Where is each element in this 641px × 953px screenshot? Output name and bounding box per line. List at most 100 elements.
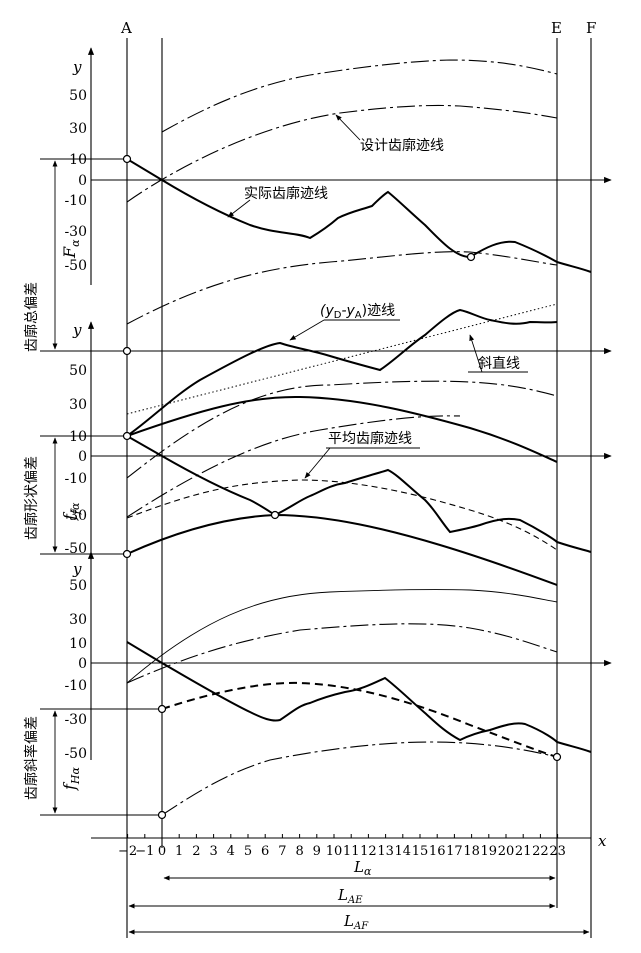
x-tick-label: 6 bbox=[261, 844, 269, 859]
panel3-point-e bbox=[552, 752, 562, 762]
panel2-diff-trace bbox=[126, 308, 558, 437]
panel1-actual-label: 实际齿廓迹线 bbox=[244, 185, 328, 202]
panel2-mean-trace bbox=[126, 479, 558, 551]
panel3-design-lower bbox=[161, 741, 558, 816]
panel1-tick: 10 bbox=[69, 152, 87, 168]
reference-lines: A E F bbox=[120, 19, 596, 938]
x-axis-label: x bbox=[598, 832, 607, 850]
x-tick-label: 1 bbox=[175, 844, 183, 859]
panel2-ticks: 50 30 10 0 -10 -30 -50 bbox=[64, 363, 87, 557]
panel2-tick: 0 bbox=[78, 449, 87, 465]
panel1-tick: -10 bbox=[64, 193, 87, 209]
panel1-tick: 50 bbox=[69, 88, 87, 104]
x-tick-label: 8 bbox=[295, 844, 303, 859]
x-tick-label: 19 bbox=[481, 844, 498, 859]
x-tick-label: 3 bbox=[209, 844, 217, 859]
panel3-side-label: 齿廓斜率偏差 bbox=[23, 716, 40, 800]
panel3-tick: 0 bbox=[78, 656, 87, 672]
panel2-point-a bbox=[122, 346, 132, 356]
panel3-point-zero-top bbox=[157, 704, 167, 714]
x-axis: x −2−1 0 1 2 3 4 5 6 7 8 9 10 11 12 13 14 15 16 17 18 19 20 21… bbox=[91, 832, 607, 859]
panel1-symbol: Fα bbox=[60, 239, 82, 259]
x-tick-label: 13 bbox=[377, 844, 394, 859]
panel-slope-deviation: y 50 30 10 0 -10 -30 -50 齿廓斜率偏差 fHα bbox=[23, 551, 612, 820]
panel3-symbol: fHα bbox=[60, 766, 82, 791]
panel1-y-label: y bbox=[72, 58, 82, 76]
panel1-side-label: 齿廓总偏差 bbox=[23, 282, 40, 352]
x-tick-label: 12 bbox=[360, 844, 377, 859]
panel2-bulge-curve bbox=[126, 395, 558, 463]
x-tick-label: −2 bbox=[118, 844, 137, 859]
panel3-tick: 50 bbox=[69, 578, 87, 594]
x-tick-label: 22 bbox=[532, 844, 549, 859]
panel1-tick: 0 bbox=[78, 173, 87, 189]
panel2-slant-label: 斜直线 bbox=[478, 355, 520, 372]
panel2-actual-trace bbox=[126, 435, 592, 553]
x-tick-label: 21 bbox=[515, 844, 532, 859]
x-tick-label: 20 bbox=[498, 844, 515, 859]
panel3-tick: 10 bbox=[69, 636, 87, 652]
panel1-design-lower bbox=[126, 104, 558, 203]
panel3-slope-trace bbox=[161, 681, 558, 758]
panel3-design-mid bbox=[126, 623, 558, 684]
panel2-diff-leader bbox=[289, 319, 325, 341]
panel2-slant-leader bbox=[469, 334, 483, 373]
panel3-tick: -50 bbox=[64, 746, 87, 762]
x-tick-label: 7 bbox=[278, 844, 286, 859]
panel3-point-zero-bottom bbox=[157, 810, 167, 820]
x-tick-label: 5 bbox=[244, 844, 252, 859]
panel3-design-upper bbox=[126, 589, 558, 684]
x-tick-label: 10 bbox=[326, 844, 343, 859]
x-tick-label: 14 bbox=[395, 844, 412, 859]
panel2-mean-leader bbox=[304, 447, 331, 479]
panel2-symbol: ffα bbox=[60, 502, 82, 521]
x-tick-label: 4 bbox=[227, 844, 235, 859]
panel2-point-low bbox=[122, 549, 132, 559]
panel3-y-label: y bbox=[72, 560, 82, 578]
panel2-point-mid bbox=[122, 431, 132, 441]
label-e: E bbox=[551, 19, 562, 37]
x-tick-label: 9 bbox=[313, 844, 321, 859]
dim-l-alpha-label: Lα bbox=[353, 858, 372, 878]
panel1-point-a bbox=[122, 154, 132, 164]
panel2-bottom-bulge bbox=[126, 513, 558, 586]
panel2-side-label: 齿廓形状偏差 bbox=[23, 456, 40, 540]
panel3-tick: 30 bbox=[69, 612, 87, 628]
label-a: A bbox=[120, 19, 132, 37]
panel1-tick: 30 bbox=[69, 121, 87, 137]
x-tick-label: 23 bbox=[549, 844, 566, 859]
panel2-y-label: y bbox=[72, 321, 82, 339]
panel2-design-upper bbox=[126, 380, 558, 479]
panel2-mean-label: 平均齿廓迹线 bbox=[328, 430, 412, 447]
dim-l-af-label: LAF bbox=[343, 912, 369, 932]
panel2-tick: -10 bbox=[64, 471, 87, 487]
x-tick-label: 18 bbox=[463, 844, 480, 859]
x-tick-label: 15 bbox=[412, 844, 429, 859]
panel-total-deviation: y 50 30 10 0 -10 -30 -50 齿廓总偏差 Fα 设计齿廓迹线… bbox=[23, 47, 612, 352]
panel1-design-upper bbox=[161, 59, 558, 133]
panel2-tick: -30 bbox=[64, 508, 87, 524]
x-ticks: −2−1 0 1 2 3 4 5 6 7 8 9 10 11 12 13 14 15 16 17 18 19 20 21 22… bbox=[118, 834, 566, 859]
panel1-design-label: 设计齿廓迹线 bbox=[360, 137, 444, 154]
panel1-tick: -50 bbox=[64, 258, 87, 274]
panel3-actual-trace bbox=[126, 641, 592, 753]
panel2-tick: 50 bbox=[69, 363, 87, 379]
panel1-design-leader bbox=[335, 114, 361, 141]
panel1-point-e bbox=[466, 252, 476, 262]
panel3-tick: -30 bbox=[64, 712, 87, 728]
panel2-tick: 10 bbox=[69, 429, 87, 445]
panel2-tick: 30 bbox=[69, 397, 87, 413]
panel2-design-lower bbox=[126, 415, 461, 518]
panel3-ticks: 50 30 10 0 -10 -30 -50 bbox=[64, 578, 87, 762]
x-tick-label: 0 bbox=[158, 844, 166, 859]
panel1-actual-trace bbox=[126, 158, 592, 273]
length-dimensions: Lα LAE LAF bbox=[128, 858, 590, 935]
x-tick-label: 11 bbox=[343, 844, 360, 859]
x-tick-label: 17 bbox=[446, 844, 463, 859]
x-tick-label: 2 bbox=[192, 844, 200, 859]
x-tick-label: −1 bbox=[135, 844, 154, 859]
panel1-tick: -30 bbox=[64, 224, 87, 240]
panel-form-deviation: y 50 30 10 0 -10 -30 -50 齿廓形状偏差 ffα (yD bbox=[23, 303, 612, 586]
label-f: F bbox=[586, 19, 596, 37]
